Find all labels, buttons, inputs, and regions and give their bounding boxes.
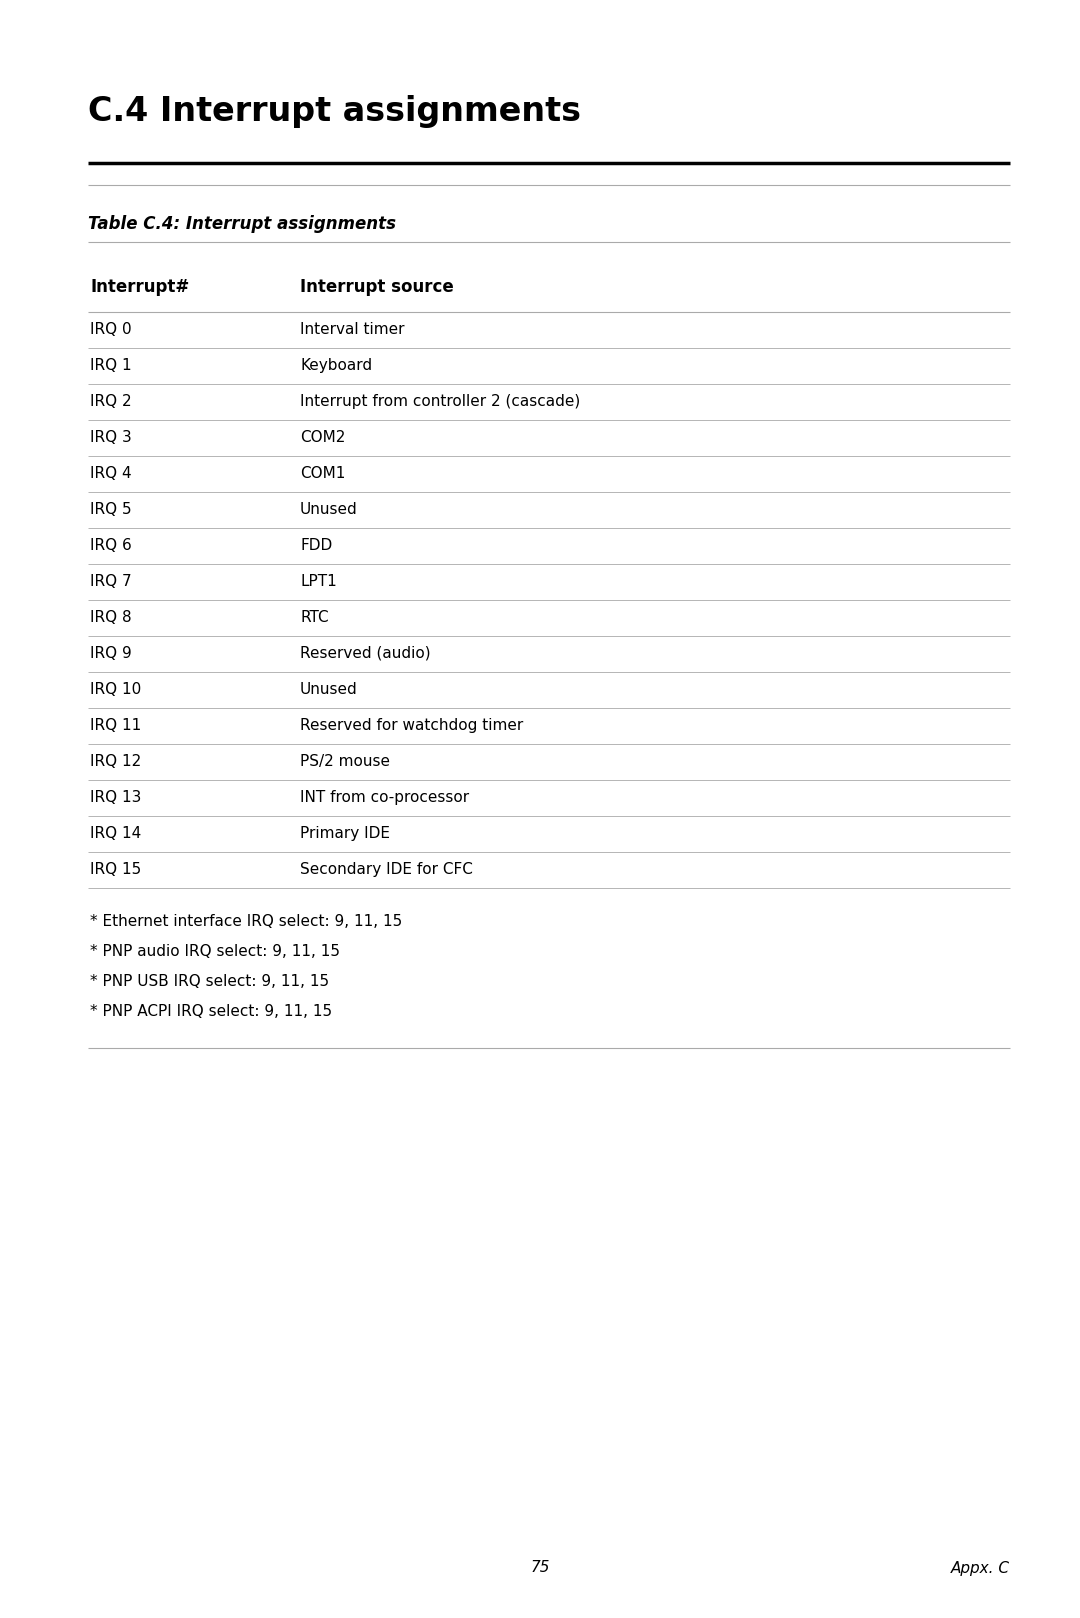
Text: Unused: Unused <box>300 502 357 516</box>
Text: Appx. C: Appx. C <box>951 1560 1010 1576</box>
Text: FDD: FDD <box>300 537 333 552</box>
Text: * PNP audio IRQ select: 9, 11, 15: * PNP audio IRQ select: 9, 11, 15 <box>90 943 340 959</box>
Text: Keyboard: Keyboard <box>300 358 373 372</box>
Text: IRQ 1: IRQ 1 <box>90 358 132 372</box>
Text: LPT1: LPT1 <box>300 573 337 589</box>
Text: IRQ 5: IRQ 5 <box>90 502 132 516</box>
Text: COM2: COM2 <box>300 429 346 445</box>
Text: Interrupt#: Interrupt# <box>90 278 189 296</box>
Text: * Ethernet interface IRQ select: 9, 11, 15: * Ethernet interface IRQ select: 9, 11, … <box>90 914 402 929</box>
Text: COM1: COM1 <box>300 466 346 481</box>
Text: 75: 75 <box>530 1560 550 1576</box>
Text: IRQ 11: IRQ 11 <box>90 717 141 733</box>
Text: Unused: Unused <box>300 681 357 696</box>
Text: C.4 Interrupt assignments: C.4 Interrupt assignments <box>87 95 581 128</box>
Text: * PNP USB IRQ select: 9, 11, 15: * PNP USB IRQ select: 9, 11, 15 <box>90 974 329 989</box>
Text: IRQ 8: IRQ 8 <box>90 610 132 625</box>
Text: IRQ 7: IRQ 7 <box>90 573 132 589</box>
Text: Interval timer: Interval timer <box>300 322 405 337</box>
Text: IRQ 15: IRQ 15 <box>90 861 141 877</box>
Text: RTC: RTC <box>300 610 328 625</box>
Text: IRQ 12: IRQ 12 <box>90 754 141 769</box>
Text: Secondary IDE for CFC: Secondary IDE for CFC <box>300 861 473 877</box>
Text: INT from co-processor: INT from co-processor <box>300 790 469 804</box>
Text: IRQ 9: IRQ 9 <box>90 646 132 660</box>
Text: IRQ 14: IRQ 14 <box>90 825 141 840</box>
Text: IRQ 4: IRQ 4 <box>90 466 132 481</box>
Text: Interrupt source: Interrupt source <box>300 278 454 296</box>
Text: PS/2 mouse: PS/2 mouse <box>300 754 390 769</box>
Text: Table C.4: Interrupt assignments: Table C.4: Interrupt assignments <box>87 215 396 233</box>
Text: IRQ 3: IRQ 3 <box>90 429 132 445</box>
Text: Reserved (audio): Reserved (audio) <box>300 646 431 660</box>
Text: Primary IDE: Primary IDE <box>300 825 390 840</box>
Text: Interrupt from controller 2 (cascade): Interrupt from controller 2 (cascade) <box>300 393 580 408</box>
Text: IRQ 0: IRQ 0 <box>90 322 132 337</box>
Text: IRQ 10: IRQ 10 <box>90 681 141 696</box>
Text: IRQ 13: IRQ 13 <box>90 790 141 804</box>
Text: * PNP ACPI IRQ select: 9, 11, 15: * PNP ACPI IRQ select: 9, 11, 15 <box>90 1005 333 1019</box>
Text: IRQ 2: IRQ 2 <box>90 393 132 408</box>
Text: Reserved for watchdog timer: Reserved for watchdog timer <box>300 717 523 733</box>
Text: IRQ 6: IRQ 6 <box>90 537 132 552</box>
